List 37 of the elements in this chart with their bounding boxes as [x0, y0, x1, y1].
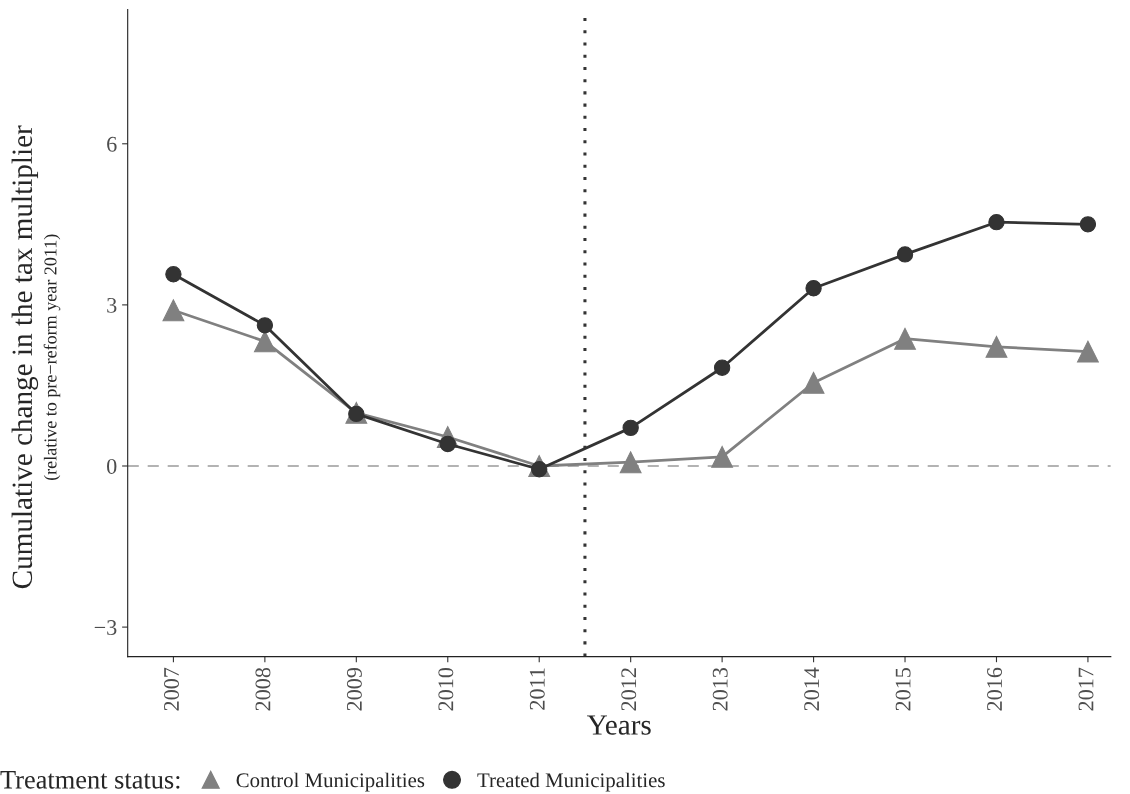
- point: [894, 327, 916, 350]
- point: [622, 419, 639, 437]
- x-tick-label: 2014: [804, 667, 820, 711]
- x-tick-label: 2007: [163, 667, 179, 711]
- y-tick-label: 3: [107, 297, 117, 313]
- point: [988, 214, 1005, 231]
- y-axis-title: Cumulative change in the tax multiplier: [11, 125, 39, 589]
- point: [619, 451, 642, 474]
- legend-title: Treatment status:: [0, 771, 180, 789]
- x-axis-title: Years: [587, 715, 651, 735]
- y-tick-label: 6: [107, 136, 117, 152]
- point: [165, 266, 182, 283]
- point: [805, 280, 822, 297]
- point: [162, 299, 185, 322]
- x-tick-label: 2017: [1078, 667, 1094, 711]
- x-tick-label: 2011: [529, 668, 545, 710]
- x-tick-label: 2012: [621, 668, 637, 711]
- legend-label: Treated Municipalities: [477, 772, 665, 792]
- x-tick-label: 2015: [895, 667, 911, 711]
- x-tick-label: 2016: [987, 667, 1003, 711]
- point: [802, 371, 825, 394]
- y-tick-label: −3: [94, 620, 117, 636]
- x-tick-label: 2009: [346, 667, 362, 711]
- text: (relative to pre−reform year 2011): [43, 234, 61, 481]
- x-tick-label: 2013: [712, 667, 728, 711]
- point: [711, 445, 734, 468]
- legend-label: Control Municipalities: [236, 772, 425, 792]
- point: [253, 330, 276, 353]
- y-tick-label: 0: [107, 458, 117, 474]
- point: [896, 246, 914, 263]
- x-tick-label: 2008: [255, 667, 271, 711]
- point: [713, 359, 731, 376]
- point: [1076, 340, 1099, 363]
- point: [256, 317, 274, 334]
- point: [985, 335, 1008, 358]
- point: [1079, 216, 1097, 233]
- x-tick-label: 2010: [438, 667, 454, 711]
